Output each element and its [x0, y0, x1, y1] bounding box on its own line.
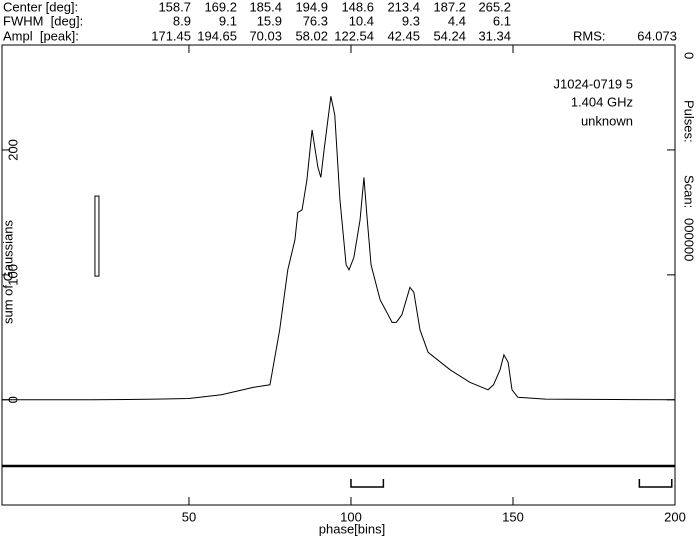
- header-value: 10.4: [349, 13, 374, 28]
- header-value: 265.2: [478, 0, 511, 14]
- header-value: 54.24: [433, 28, 466, 43]
- header-value: 185.4: [249, 0, 282, 14]
- window-bracket: [350, 479, 385, 488]
- header-value: 4.4: [448, 13, 466, 28]
- header-label: Center [deg]:: [3, 0, 78, 14]
- scan-value: 000000: [682, 218, 697, 261]
- y-tick-label: 200: [5, 139, 20, 161]
- header-value: 158.7: [158, 0, 191, 14]
- header-value: 9.1: [219, 13, 237, 28]
- header-value: 122.54: [334, 28, 374, 43]
- header-value: 8.9: [173, 13, 191, 28]
- pulses-value: 0: [682, 52, 697, 59]
- header-value: 70.03: [249, 28, 282, 43]
- annotation: J1024-0719 5: [553, 76, 633, 91]
- header-value: 31.34: [478, 28, 511, 43]
- x-axis-label: phase[bins]: [319, 521, 386, 536]
- header-value: 171.45: [151, 28, 191, 43]
- header-value: 58.02: [295, 28, 328, 43]
- plot-frame: [1, 44, 676, 506]
- header-value: 6.1: [493, 13, 511, 28]
- header-value: 15.9: [257, 13, 282, 28]
- pulses-label: Pulses:: [682, 100, 697, 143]
- x-tick-label: 150: [502, 509, 524, 524]
- rms-label: RMS:: [573, 28, 606, 43]
- header-value: 169.2: [204, 0, 237, 14]
- header-value: 76.3: [303, 13, 328, 28]
- header-label: Ampl [peak]:: [3, 28, 79, 43]
- header-value: 194.65: [197, 28, 237, 43]
- x-tick-label: 50: [182, 509, 196, 524]
- header-value: 194.9: [295, 0, 328, 14]
- y-axis-label: sum of Gaussians: [0, 219, 15, 324]
- scan-label: Scan:: [682, 175, 697, 208]
- rms-bar: [94, 195, 100, 277]
- annotation: unknown: [581, 113, 633, 128]
- header-value: 9.3: [402, 13, 420, 28]
- y-tick-label: 100: [5, 264, 20, 286]
- header-label: FWHM [deg]:: [3, 13, 83, 28]
- x-tick-label: 200: [664, 509, 686, 524]
- annotation: 1.404 GHz: [571, 94, 633, 109]
- x-tick-label: 100: [340, 509, 362, 524]
- header-value: 42.45: [387, 28, 420, 43]
- rms-value: 64.073: [637, 28, 677, 43]
- profile-line: [2, 96, 676, 401]
- window-bracket: [638, 479, 673, 488]
- header-value: 213.4: [387, 0, 420, 14]
- header-value: 187.2: [433, 0, 466, 14]
- header-value: 148.6: [341, 0, 374, 14]
